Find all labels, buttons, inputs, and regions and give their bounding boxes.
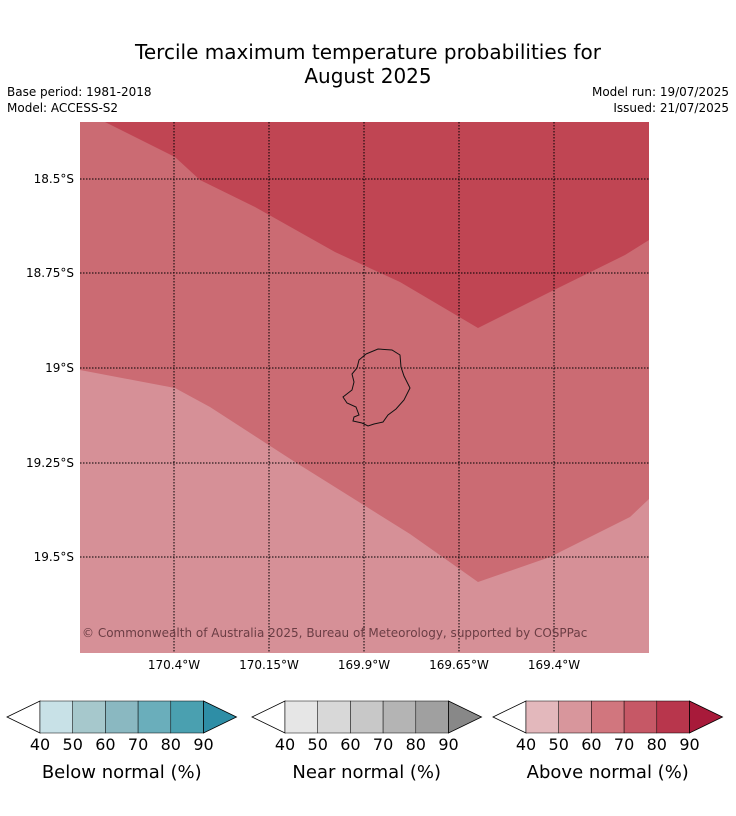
colorbar-extend-low (251, 700, 286, 734)
colorbar-tick-label: 70 (372, 735, 394, 754)
colorbar-tick-label: 40 (29, 735, 51, 754)
model-run: Model run: 19/07/2025 (591, 85, 729, 99)
issued-date: Issued: 21/07/2025 (613, 101, 729, 115)
colorbar-segment (623, 700, 658, 734)
colorbar-tick-label: 70 (127, 735, 149, 754)
colorbar-segment (105, 700, 139, 734)
graticule (80, 122, 649, 653)
colorbar-tick-label: 50 (548, 735, 569, 754)
colorbar-segment (382, 700, 417, 734)
colorbar-title: Above normal (%) (526, 762, 689, 783)
colorbar-tick-label: 90 (438, 735, 459, 754)
colorbar-tick-label: 40 (274, 735, 296, 754)
lat-label-19s: 19°S (45, 361, 74, 375)
meta-right: Model run: 19/07/2025 Issued: 21/07/2025 (592, 84, 729, 116)
colorbar-extend-low (6, 700, 41, 734)
lat-label-19-25s: 19.25°S (26, 456, 74, 470)
colorbar-above-normal: 40 50 60 70 80 90 Above normal (%) (492, 700, 724, 783)
lat-label-19-5s: 19.5°S (33, 550, 74, 564)
colorbar-tick-label: 50 (62, 735, 83, 754)
colorbar-tick-label: 80 (160, 735, 181, 754)
base-period: Base period: 1981-2018 (7, 85, 152, 99)
colorbar-extend-high (448, 700, 483, 734)
map-title: Tercile maximum temperature probabilitie… (0, 40, 736, 88)
region-above-60 (80, 370, 649, 653)
colorbar-tick-label: 60 (95, 735, 116, 754)
colorbar-tick-label: 80 (405, 735, 426, 754)
colorbar-segment (137, 700, 172, 734)
region-above-80 (105, 122, 649, 328)
island-outline (342, 348, 411, 427)
map-panel[interactable]: © Commonwealth of Australia 2025, Bureau… (80, 122, 649, 653)
map-svg (80, 122, 649, 653)
colorbar-segment (350, 700, 384, 734)
colorbar-tick-label: 80 (646, 735, 667, 754)
colorbar-tick-label: 50 (307, 735, 328, 754)
colorbar-extend-high (203, 700, 238, 734)
colorbar-segment (656, 700, 690, 734)
lat-label-18-75s: 18.75°S (26, 266, 74, 280)
colorbar-tick-label: 90 (679, 735, 700, 754)
colorbar-segment (558, 700, 592, 734)
model-name: Model: ACCESS-S2 (7, 101, 119, 115)
colorbar-segment (591, 700, 625, 734)
colorbar-extend-low (492, 700, 527, 734)
colorbar-near-normal: 40 50 60 70 80 90 Near normal (%) (251, 700, 483, 783)
lon-label-169-65w: 169.65°W (429, 658, 489, 672)
lat-label-18-5s: 18.5°S (33, 172, 74, 186)
colorbar-tick-label: 60 (340, 735, 361, 754)
colorbar-tick-label: 90 (193, 735, 214, 754)
colorbar-below-normal: 40 50 60 70 80 90 Below normal (%) (6, 700, 238, 783)
colorbar-svg (492, 700, 724, 734)
colorbar-segment (39, 700, 73, 734)
colorbar-title: Below normal (%) (41, 762, 202, 783)
colorbar-tick-label: 70 (613, 735, 635, 754)
colorbar-title: Near normal (%) (292, 762, 442, 783)
colorbar-extend-high (689, 700, 724, 734)
colorbar-svg (6, 700, 238, 734)
colorbar-segment (415, 700, 449, 734)
lon-label-170-4w: 170.4°W (147, 658, 201, 672)
colorbar-segment (525, 700, 559, 734)
copyright-note: © Commonwealth of Australia 2025, Bureau… (82, 626, 588, 640)
lon-label-169-9w: 169.9°W (337, 658, 391, 672)
title-line-2: August 2025 (304, 64, 432, 88)
title-line-1: Tercile maximum temperature probabilitie… (135, 40, 601, 64)
colorbar-segment (317, 700, 351, 734)
lon-label-170-15w: 170.15°W (239, 658, 299, 672)
colorbar-segment (170, 700, 204, 734)
colorbar-segment (284, 700, 318, 734)
lon-label-169-4w: 169.4°W (527, 658, 581, 672)
colorbar-segment (72, 700, 106, 734)
colorbar-tick-label: 60 (581, 735, 602, 754)
colorbar-tick-label: 40 (515, 735, 537, 754)
colorbar-svg (251, 700, 483, 734)
meta-left: Base period: 1981-2018 Model: ACCESS-S2 (7, 84, 152, 116)
